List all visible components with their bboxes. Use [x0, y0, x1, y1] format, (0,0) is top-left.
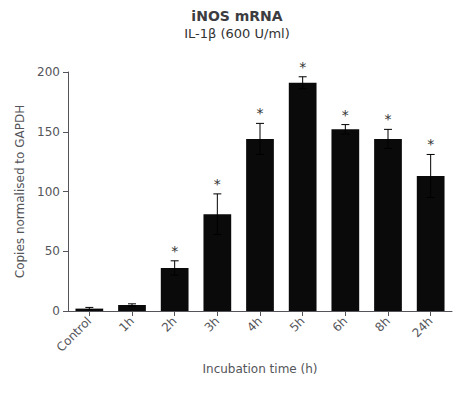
svg-text:*: * [427, 136, 434, 152]
svg-text:6h: 6h [330, 314, 351, 335]
svg-text:Copies normalised to GAPDH: Copies normalised to GAPDH [13, 105, 27, 278]
svg-text:0: 0 [52, 304, 60, 318]
svg-text:IL-1β (600 U/ml): IL-1β (600 U/ml) [184, 26, 290, 41]
svg-text:*: * [385, 111, 392, 127]
svg-text:100: 100 [37, 185, 60, 199]
svg-text:*: * [257, 105, 264, 121]
svg-text:iNOS mRNA: iNOS mRNA [191, 8, 282, 24]
svg-text:2h: 2h [159, 314, 180, 335]
svg-text:200: 200 [37, 65, 60, 79]
svg-text:50: 50 [45, 244, 60, 258]
svg-text:4h: 4h [244, 314, 265, 335]
svg-text:Incubation time (h): Incubation time (h) [202, 362, 317, 376]
svg-text:*: * [171, 243, 178, 259]
svg-text:*: * [342, 107, 349, 123]
svg-text:8h: 8h [372, 314, 393, 335]
svg-text:1h: 1h [116, 314, 137, 335]
svg-text:Control: Control [54, 314, 95, 355]
svg-text:5h: 5h [287, 314, 308, 335]
svg-text:3h: 3h [202, 314, 223, 335]
svg-text:*: * [214, 176, 221, 192]
svg-text:*: * [299, 59, 306, 75]
svg-text:24h: 24h [410, 314, 436, 340]
svg-text:150: 150 [37, 125, 60, 139]
